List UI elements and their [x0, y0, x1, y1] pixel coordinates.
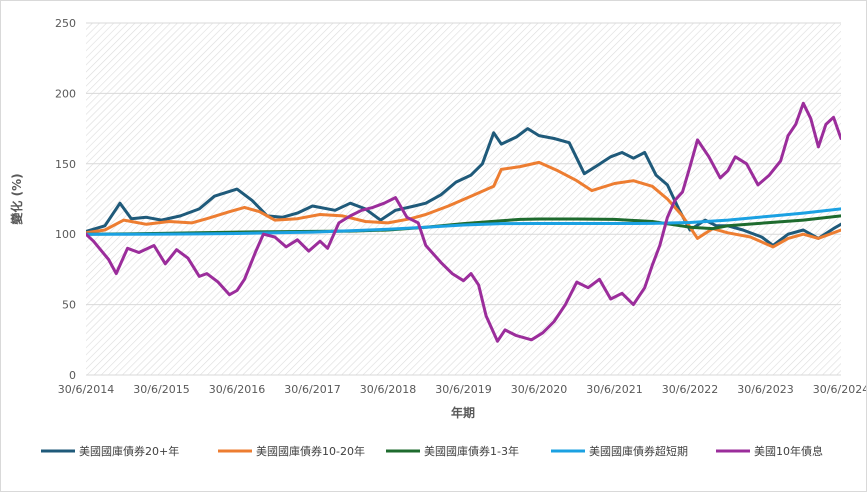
x-tick-label: 30/6/2015 — [133, 383, 189, 396]
legend: 美國國庫債券20+年 美國國庫債券10-20年 美國國庫債券1-3年 美國國庫債券超短… — [41, 444, 823, 458]
x-tick-label: 30/6/2017 — [284, 383, 340, 396]
y-axis-ticks: 0 50 100 150 200 250 — [55, 17, 76, 382]
y-tick-label: 100 — [55, 228, 76, 241]
legend-item: 美國國庫債券20+年 — [41, 444, 179, 458]
series-lines — [86, 101, 841, 343]
x-tick-label: 30/6/2018 — [360, 383, 416, 396]
legend-item: 美國國庫債券超短期 — [551, 444, 688, 458]
series-line-1 — [86, 127, 841, 247]
legend-item: 美國國庫債券10-20年 — [218, 444, 365, 458]
legend-label: 美國國庫債券20+年 — [79, 444, 179, 458]
x-tick-label: 30/6/2016 — [209, 383, 265, 396]
legend-item: 美國10年債息 — [716, 444, 823, 458]
legend-label: 美國10年債息 — [754, 444, 823, 458]
series-line-2 — [86, 160, 841, 249]
x-axis-title: 年期 — [451, 405, 475, 420]
y-axis-title: 變化 (%) — [9, 173, 24, 225]
y-tick-label: 0 — [69, 369, 76, 382]
x-tick-label: 30/6/2022 — [662, 383, 718, 396]
x-tick-label: 30/6/2023 — [737, 383, 793, 396]
y-tick-label: 150 — [55, 158, 76, 171]
x-tick-label: 30/6/2014 — [58, 383, 114, 396]
x-axis-ticks: 30/6/2014 30/6/2015 30/6/2016 30/6/2017 30/6… — [58, 383, 867, 396]
y-tick-label: 250 — [55, 17, 76, 30]
y-tick-label: 50 — [62, 299, 76, 312]
series-line-4 — [86, 207, 841, 236]
legend-label: 美國國庫債券超短期 — [589, 444, 688, 458]
legend-label: 美國國庫債券1-3年 — [424, 444, 519, 458]
legend-item: 美國國庫債券1-3年 — [386, 444, 519, 458]
x-tick-label: 30/6/2024 — [813, 383, 866, 396]
legend-label: 美國國庫債券10-20年 — [256, 444, 365, 458]
series-line-5 — [86, 101, 841, 343]
x-tick-label: 30/6/2019 — [435, 383, 491, 396]
x-tick-label: 30/6/2020 — [511, 383, 567, 396]
x-tick-label: 30/6/2021 — [586, 383, 642, 396]
y-tick-label: 200 — [55, 87, 76, 100]
